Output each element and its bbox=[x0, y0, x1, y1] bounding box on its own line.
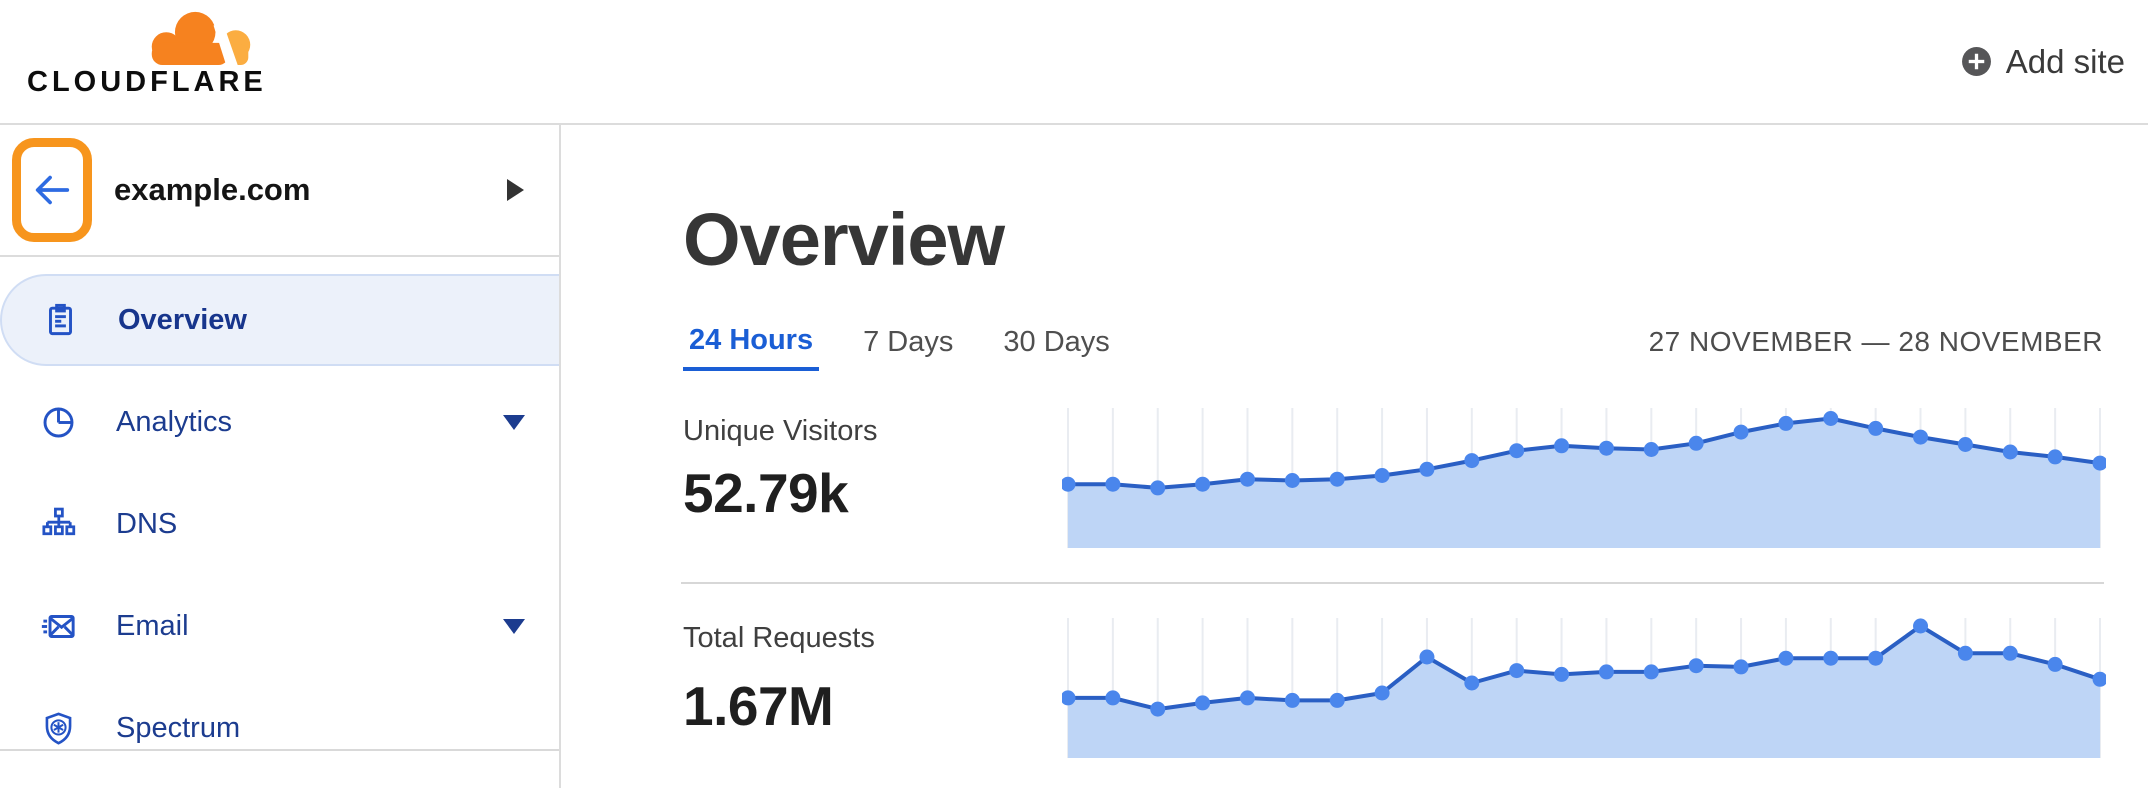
sidebar-item-overview[interactable]: Overview bbox=[0, 274, 559, 366]
sidebar-item-email[interactable]: Email bbox=[0, 580, 559, 672]
tab-24-hours[interactable]: 24 Hours bbox=[683, 323, 820, 371]
pie-chart-icon bbox=[40, 404, 77, 441]
spectrum-shield-icon bbox=[40, 710, 77, 747]
total-requests-value: 1.67M bbox=[683, 675, 834, 737]
site-name: example.com bbox=[114, 172, 311, 207]
sidebar-item-label: DNS bbox=[116, 507, 178, 540]
section-divider bbox=[681, 582, 2104, 584]
cloudflare-cloud-icon bbox=[151, 11, 251, 66]
top-bar: CLOUDFLARE Add site bbox=[0, 0, 2148, 125]
chevron-down-icon[interactable] bbox=[503, 619, 525, 634]
unique-visitors-value: 52.79k bbox=[683, 462, 849, 524]
add-site-button[interactable]: Add site bbox=[1961, 0, 2125, 123]
sidebar-item-spectrum[interactable]: Spectrum bbox=[0, 682, 559, 774]
time-range-tabs: 24 Hours 7 Days 30 Days bbox=[683, 323, 1116, 371]
email-icon bbox=[40, 608, 77, 645]
tab-30-days[interactable]: 30 Days bbox=[997, 323, 1115, 371]
cloudflare-logo: CLOUDFLARE bbox=[27, 6, 267, 102]
add-site-label: Add site bbox=[2005, 42, 2125, 80]
back-arrow-icon bbox=[35, 175, 70, 205]
back-button[interactable] bbox=[12, 138, 92, 242]
total-requests-chart bbox=[1062, 618, 2106, 758]
unique-visitors-chart bbox=[1062, 408, 2106, 548]
unique-visitors-label: Unique Visitors bbox=[683, 415, 878, 447]
date-range-label: 27 NOVEMBER — 28 NOVEMBER bbox=[1648, 326, 2103, 357]
page-title: Overview bbox=[683, 198, 1005, 281]
chevron-down-icon[interactable] bbox=[503, 415, 525, 430]
cloudflare-wordmark: CLOUDFLARE bbox=[27, 66, 267, 98]
sidebar-divider bbox=[0, 749, 559, 751]
sidebar-item-label: Analytics bbox=[116, 405, 233, 438]
main-content: Overview 24 Hours 7 Days 30 Days 27 NOVE… bbox=[561, 125, 2148, 788]
total-requests-label: Total Requests bbox=[683, 622, 875, 654]
sidebar-item-label: Spectrum bbox=[116, 711, 241, 744]
dns-tree-icon bbox=[40, 506, 77, 543]
sidebar: example.com Overview Analytics bbox=[0, 125, 561, 788]
clipboard-icon bbox=[42, 302, 79, 339]
plus-circle-icon bbox=[1961, 47, 1991, 76]
sidebar-item-analytics[interactable]: Analytics bbox=[0, 376, 559, 468]
chevron-right-icon[interactable] bbox=[507, 179, 524, 201]
site-selector-row: example.com bbox=[0, 125, 559, 257]
sidebar-item-label: Email bbox=[116, 609, 189, 642]
tab-7-days[interactable]: 7 Days bbox=[857, 323, 959, 371]
sidebar-item-label: Overview bbox=[118, 303, 247, 336]
sidebar-item-dns[interactable]: DNS bbox=[0, 478, 559, 570]
